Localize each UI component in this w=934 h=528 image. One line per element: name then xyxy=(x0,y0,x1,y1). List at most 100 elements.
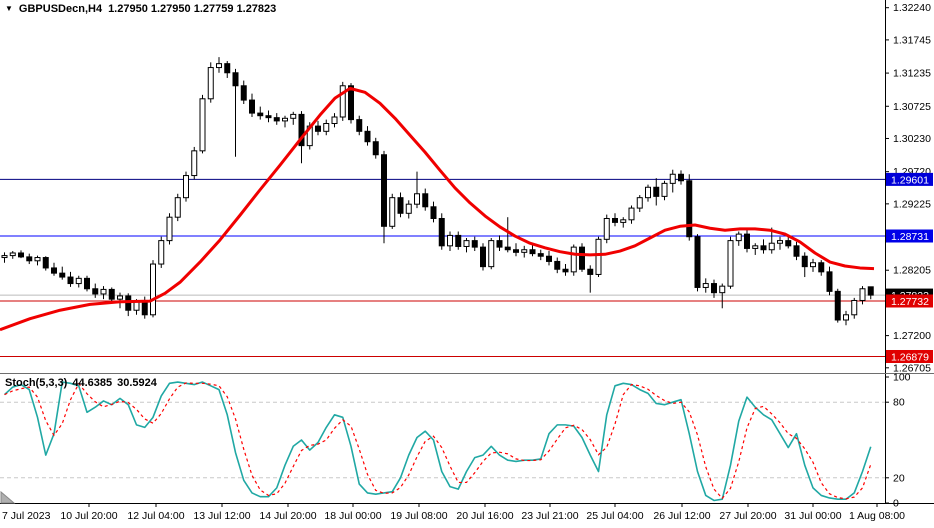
candle-body xyxy=(636,197,643,209)
hline-label-text: 1.27732 xyxy=(891,296,929,308)
candle-body xyxy=(257,112,264,117)
symbol-timeframe-label: GBPUSDecn,H4 xyxy=(18,3,103,15)
candle-body xyxy=(504,246,511,251)
price-axis-ticks: 1.322401.317451.312351.307251.302301.297… xyxy=(885,2,931,374)
candle-body xyxy=(859,288,866,301)
time-tick-label: 12 Jul 04:00 xyxy=(127,510,184,522)
candle-body xyxy=(463,240,470,247)
time-tick-label: 19 Jul 08:00 xyxy=(390,510,447,522)
candle-body xyxy=(92,288,99,295)
candle-body xyxy=(735,233,742,242)
candle-body xyxy=(364,130,371,143)
candle-body xyxy=(818,262,825,273)
candle-body xyxy=(232,72,239,87)
candle-body xyxy=(661,182,668,197)
hline-objects[interactable] xyxy=(0,178,885,357)
price-tick-label: 1.30725 xyxy=(893,101,931,113)
moving-average-line[interactable] xyxy=(0,86,875,332)
candle-body xyxy=(843,314,849,321)
hline-label-text: 1.29601 xyxy=(891,174,929,186)
candle-body xyxy=(562,268,569,273)
candle-body xyxy=(249,99,255,114)
candle-body xyxy=(216,63,222,69)
price-tick-label: 1.31745 xyxy=(893,34,931,46)
candle-body xyxy=(265,115,272,119)
candle-body xyxy=(158,240,165,265)
candle-body xyxy=(612,217,618,223)
candle-body xyxy=(678,173,684,182)
candle-body xyxy=(603,217,610,240)
time-tick-label: 14 Jul 20:00 xyxy=(259,510,316,522)
candle-body xyxy=(785,240,792,247)
time-tick-label: 7 Jul 2023 xyxy=(2,510,51,522)
candle-body xyxy=(760,245,767,251)
candle-body xyxy=(389,197,396,227)
candle-body xyxy=(315,125,321,132)
candle-body xyxy=(496,240,503,248)
candle-body xyxy=(166,216,173,242)
candle-body xyxy=(1,255,8,259)
candle-body xyxy=(471,240,478,248)
candle-body xyxy=(356,119,363,132)
candle-body xyxy=(447,234,453,247)
candle-body xyxy=(801,255,808,268)
stoch-d-line xyxy=(4,382,872,500)
panel-resize-handle[interactable] xyxy=(0,490,16,504)
candle-body xyxy=(422,193,429,208)
stoch-levels xyxy=(0,401,885,479)
candle-body xyxy=(331,116,338,125)
candle-body xyxy=(282,117,288,122)
candle-body xyxy=(537,253,544,257)
hline-label-box xyxy=(886,172,933,186)
candle-body xyxy=(702,283,709,288)
candle-body xyxy=(273,117,280,122)
candle-body xyxy=(42,257,49,269)
candle-body xyxy=(75,277,82,285)
price-tick-label: 1.28205 xyxy=(893,265,931,277)
stoch-indicator-name: Stoch(5,3,3) xyxy=(5,377,68,389)
time-tick-label: 25 Jul 04:00 xyxy=(586,510,643,522)
candle-body xyxy=(199,98,206,152)
candle-body xyxy=(727,240,734,287)
time-tick-label: 20 Jul 16:00 xyxy=(456,510,513,522)
hline-label-text: 1.28731 xyxy=(891,231,929,243)
candle-body xyxy=(224,63,231,74)
stoch-tick-label: 100 xyxy=(893,372,911,384)
candle-body xyxy=(851,299,858,316)
candle-body xyxy=(669,173,676,184)
candle-body xyxy=(867,286,874,296)
candle-body xyxy=(768,242,775,251)
candle-body xyxy=(18,252,24,258)
candle-body xyxy=(587,268,594,275)
candle-body xyxy=(298,113,305,147)
candle-body xyxy=(9,252,16,257)
stoch-lines xyxy=(3,381,872,502)
candle-body xyxy=(744,233,750,249)
candle-body xyxy=(595,238,602,275)
hline-label-text: 1.26879 xyxy=(891,351,929,363)
time-tick-label: 18 Jul 00:00 xyxy=(324,510,381,522)
candle-body xyxy=(711,283,717,294)
time-tick-label: 26 Jul 12:00 xyxy=(653,510,710,522)
price-tick-label: 1.26705 xyxy=(893,362,931,374)
stoch-tick-label: 20 xyxy=(893,472,905,484)
hline-label-box xyxy=(886,294,933,308)
hline-label-box xyxy=(886,349,933,363)
candle-body xyxy=(628,207,635,221)
price-tick-label: 1.27200 xyxy=(893,330,931,342)
stoch-tick-label: 0 xyxy=(893,498,899,510)
stoch-axis-labels: 100 80 20 0 xyxy=(885,372,911,510)
candle-body xyxy=(653,186,660,197)
candle-body xyxy=(810,262,816,268)
time-axis-labels: 7 Jul 2023 10 Jul 20:00 12 Jul 04:00 13 Jul… xyxy=(2,503,905,522)
candle-body xyxy=(290,113,297,119)
candle-body xyxy=(430,206,437,219)
ma-polyline[interactable] xyxy=(0,86,875,332)
candle-body xyxy=(529,249,536,255)
candle-body xyxy=(339,85,346,118)
candle-body xyxy=(579,246,585,270)
price-tick-label: 1.31235 xyxy=(893,68,931,80)
time-tick-label: 10 Jul 20:00 xyxy=(60,510,117,522)
